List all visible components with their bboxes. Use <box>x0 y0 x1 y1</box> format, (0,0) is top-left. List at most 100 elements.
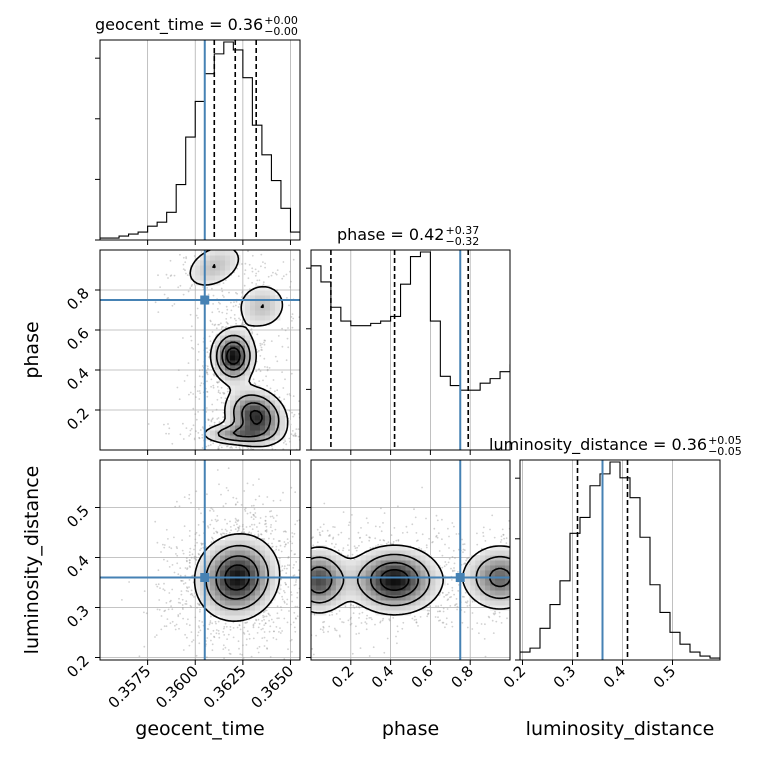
density-cell <box>230 580 236 586</box>
sample-point <box>321 392 323 394</box>
sample-point <box>290 549 293 552</box>
sample-point <box>257 651 260 654</box>
sample-point <box>500 535 503 538</box>
density-cell <box>245 350 251 356</box>
sample-point <box>295 428 298 430</box>
sample-point <box>393 527 396 529</box>
sample-point <box>294 583 297 586</box>
sample-point <box>305 576 307 578</box>
sample-point <box>415 618 418 621</box>
density-cell <box>255 600 261 606</box>
density-cell <box>210 350 216 356</box>
density-cell <box>316 560 322 566</box>
sample-point <box>386 637 389 640</box>
density-cell <box>325 590 332 596</box>
density-cell <box>230 370 236 376</box>
sample-point <box>357 531 360 534</box>
panel-border <box>99 39 301 241</box>
sample-point <box>236 530 239 533</box>
sample-point <box>528 572 530 574</box>
sample-point <box>203 247 205 249</box>
sample-point <box>200 547 203 550</box>
sample-point <box>188 393 190 396</box>
density-cell <box>240 560 246 566</box>
sample-point <box>200 512 202 515</box>
panel-border <box>99 459 301 661</box>
sample-point <box>234 528 237 530</box>
sample-point <box>191 574 194 577</box>
sample-point <box>297 598 299 600</box>
sample-point <box>194 538 197 541</box>
density-cell <box>275 430 281 436</box>
sample-point <box>257 533 260 536</box>
sample-point <box>222 416 225 419</box>
sample-point <box>198 369 201 372</box>
sample-point <box>539 541 541 543</box>
sample-point <box>220 396 223 399</box>
sample-point <box>196 602 199 605</box>
sample-point <box>288 304 290 307</box>
density-cell <box>335 580 342 586</box>
sample-point <box>211 536 213 539</box>
sample-point <box>193 548 195 551</box>
sample-point <box>347 544 349 546</box>
sample-point <box>286 588 288 590</box>
sample-point <box>271 546 273 548</box>
sample-point <box>443 596 445 598</box>
truth-marker <box>200 295 210 305</box>
density-cell <box>250 545 256 551</box>
sample-point <box>270 274 273 277</box>
sample-point <box>269 656 272 658</box>
sample-point <box>251 523 253 526</box>
sample-point <box>247 250 249 253</box>
density-cell <box>210 280 216 286</box>
density-cell <box>210 580 216 586</box>
sample-point <box>305 343 307 345</box>
sample-point <box>464 591 467 594</box>
sample-point <box>232 627 235 629</box>
sample-point <box>212 373 215 376</box>
sample-point <box>297 566 299 568</box>
sample-point <box>207 525 209 527</box>
sample-point <box>304 590 306 592</box>
sample-point <box>505 537 508 540</box>
sample-point <box>417 625 419 627</box>
sample-point <box>270 510 273 512</box>
density-cell <box>215 550 221 556</box>
density-cell <box>270 410 276 416</box>
density-cell <box>270 550 276 556</box>
sample-point <box>179 602 182 604</box>
sample-point <box>397 539 400 542</box>
sample-point <box>476 532 478 535</box>
sample-point <box>291 320 293 322</box>
sample-point <box>535 555 537 557</box>
sample-point <box>292 566 295 569</box>
sample-point <box>194 386 196 388</box>
sample-point <box>272 517 275 519</box>
sample-point <box>308 591 310 593</box>
sample-point <box>379 621 382 624</box>
sample-point <box>513 600 515 602</box>
sample-point <box>193 255 196 257</box>
density-cell <box>215 540 221 546</box>
density-cell <box>260 550 266 556</box>
density-cell <box>245 320 251 326</box>
sample-point <box>206 287 209 289</box>
sample-point <box>445 617 448 620</box>
sample-point <box>216 531 219 533</box>
sample-point <box>355 625 357 628</box>
sample-point <box>447 598 450 601</box>
sample-point <box>291 313 294 315</box>
sample-point <box>520 558 522 560</box>
sample-point <box>288 409 291 412</box>
density-cell <box>220 365 226 371</box>
sample-point <box>502 534 505 536</box>
density-cell <box>250 585 256 591</box>
sample-point <box>397 630 399 633</box>
sample-point <box>249 288 251 290</box>
sample-point <box>528 599 530 601</box>
sample-point <box>253 523 256 526</box>
title-value: phase = 0.42 <box>337 225 444 244</box>
density-cell <box>270 440 276 446</box>
density-cell <box>205 595 211 601</box>
